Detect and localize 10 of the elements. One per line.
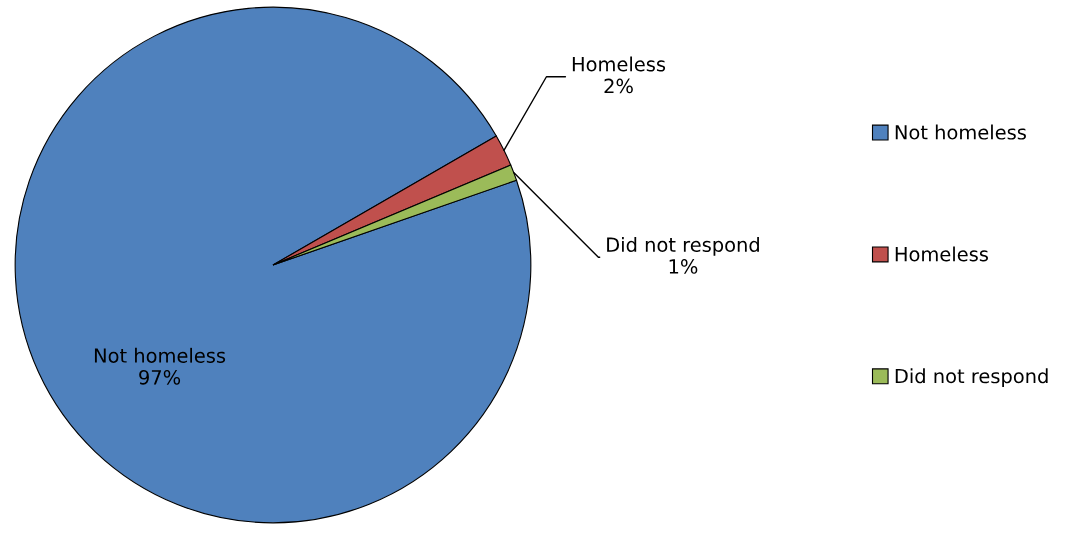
slice-label: Did not respond [607,236,759,256]
legend-label: Did not respond [895,368,1048,388]
legend-label: Not homeless [895,124,1026,140]
slice-label: Not homeless [94,347,226,363]
data-label: 2% [604,78,633,94]
data-label: 97% [139,369,181,385]
pie-slice [14,6,532,524]
slice-label: Homeless [572,56,666,72]
legend-label: Homeless [895,246,988,262]
data-label: 1% [669,259,698,274]
